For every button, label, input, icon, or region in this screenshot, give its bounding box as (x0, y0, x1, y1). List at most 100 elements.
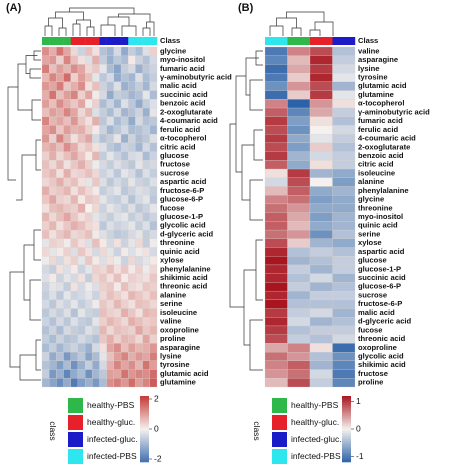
heatmap-cell (149, 264, 158, 274)
heatmap-cell (77, 134, 86, 144)
heatmap-cell (63, 195, 71, 205)
heatmap-cell (287, 308, 311, 318)
heatmap-cell (106, 186, 114, 196)
heatmap-cell (149, 142, 158, 152)
heatmap-cell (135, 308, 143, 318)
heatmap-cell (128, 299, 136, 309)
heatmap-cell (41, 55, 50, 65)
heatmap-cell (264, 290, 288, 300)
heatmap-cell (309, 107, 333, 117)
heatmap-cell (85, 195, 93, 205)
colorbar-step (342, 412, 351, 415)
heatmap-cell (332, 352, 356, 361)
heatmap-cell (120, 238, 129, 248)
heatmap-cell (149, 325, 158, 335)
heatmap-cell (142, 142, 150, 152)
colorbar-step (140, 420, 149, 423)
heatmap-cell (142, 264, 150, 274)
class-bar-cell (332, 37, 356, 45)
heatmap-cell (85, 264, 93, 274)
heatmap-cell (99, 334, 107, 344)
heatmap-cell (56, 360, 64, 370)
colorbar-step (342, 453, 351, 456)
heatmap-cell (264, 186, 288, 196)
heatmap-cell (264, 247, 288, 257)
heatmap-cell (70, 247, 79, 257)
colorbar-step (140, 399, 149, 402)
heatmap-cell (264, 134, 288, 144)
class-label: Class (160, 36, 180, 45)
heatmap-cell (106, 151, 114, 161)
heatmap-cell (128, 99, 136, 109)
legend-label: healthy-PBS (291, 400, 339, 410)
heatmap-cell (63, 273, 71, 283)
heatmap-cell (120, 142, 129, 152)
heatmap-cell (77, 360, 86, 370)
heatmap-cell (56, 290, 64, 300)
heatmap-cell (113, 168, 122, 178)
heatmap-cell (120, 264, 129, 274)
heatmap-cell (92, 343, 100, 353)
heatmap-cell (120, 134, 129, 144)
colorbar-step (342, 432, 351, 435)
row-label: tyrosine (160, 360, 190, 369)
row-label: glycolic acid (358, 351, 404, 360)
heatmap-cell (63, 107, 71, 117)
heatmap-cell (309, 81, 333, 91)
heatmap-cell (70, 90, 79, 100)
heatmap-cell (41, 99, 50, 109)
heatmap-cell (92, 360, 100, 370)
heatmap-cell (63, 55, 71, 65)
heatmap-cell (142, 343, 150, 353)
colorbar-step (140, 409, 149, 412)
legend-label: healthy-gluc. (87, 417, 135, 427)
heatmap-cell (56, 317, 64, 327)
heatmap-cell (49, 238, 57, 248)
heatmap-cell (85, 247, 93, 257)
colorbar-step (342, 443, 351, 446)
colorbar-tick-label: 1 (356, 396, 361, 406)
heatmap-cell (41, 273, 50, 283)
heatmap-cell (63, 160, 71, 170)
heatmap-cell (70, 229, 79, 239)
heatmap-cell (309, 308, 333, 318)
colorbar-tick-label: -1 (356, 451, 364, 461)
heatmap-cell (264, 273, 288, 283)
row-label: d-glyceric acid (160, 229, 214, 238)
heatmap-cell (77, 229, 86, 239)
colorbar-step (140, 452, 149, 455)
heatmap-cell (332, 308, 356, 318)
heatmap-cell (41, 186, 50, 196)
heatmap-cell (106, 142, 114, 152)
heatmap-cell (309, 212, 333, 222)
heatmap-cell (70, 212, 79, 222)
heatmap-cell (149, 378, 158, 388)
heatmap-cell (287, 369, 311, 379)
heatmap-cell (332, 64, 356, 74)
heatmap-cell (120, 186, 129, 196)
heatmap-cell (135, 73, 143, 82)
heatmap-cell (63, 229, 71, 239)
heatmap-cell (149, 160, 158, 170)
heatmap-cell (113, 160, 122, 170)
colorbar-step (140, 440, 149, 443)
panel-label: (A) (6, 2, 22, 14)
heatmap-cell (63, 125, 71, 135)
heatmap-cell (106, 168, 114, 178)
heatmap-cell (142, 229, 150, 239)
heatmap-cell (142, 212, 150, 222)
heatmap-cell (135, 282, 143, 292)
heatmap-cell (113, 369, 122, 379)
heatmap-cell (106, 325, 114, 335)
heatmap-cell (49, 290, 57, 300)
heatmap-cell (309, 90, 333, 100)
heatmap-cell (85, 282, 93, 292)
heatmap-cell (106, 195, 114, 205)
heatmap-cell (264, 378, 288, 388)
heatmap-cell (92, 325, 100, 335)
heatmap-cell (149, 360, 158, 370)
colorbar-step (140, 425, 149, 428)
heatmap-cell (56, 90, 64, 100)
heatmap-cell (149, 369, 158, 379)
heatmap-cell (264, 343, 288, 353)
